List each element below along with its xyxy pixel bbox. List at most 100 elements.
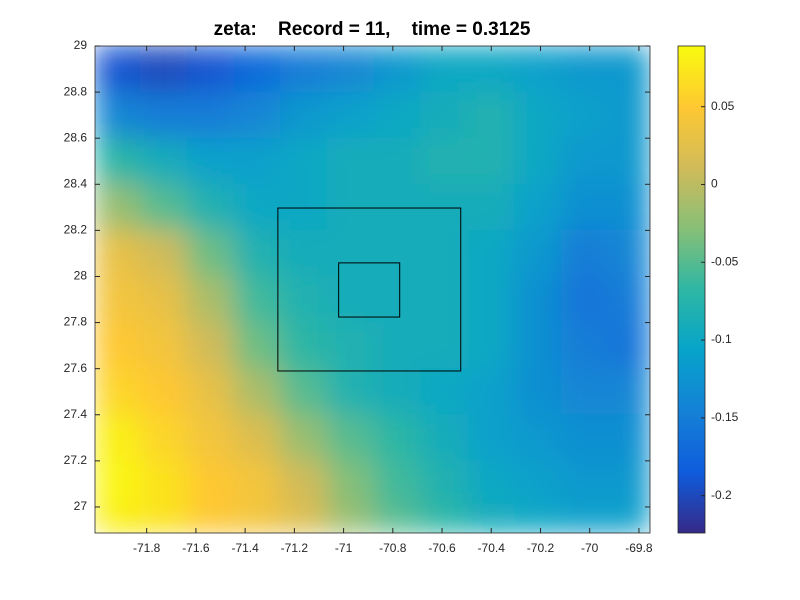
heat-cell [373,414,422,462]
heat-cell [327,91,375,139]
heat-cell [140,368,188,416]
heat-cell [514,322,562,370]
heat-cell [95,460,142,504]
y-tick-label: 29 [74,38,88,52]
heat-cell [95,183,142,231]
colorbar-tick-label: -0.15 [711,410,739,424]
heat-cell [560,229,609,277]
heat-cell [233,183,282,231]
heat-cell [560,91,609,139]
heat-cell [607,322,650,370]
x-tick-label: -69.8 [625,541,653,555]
heat-cell [514,183,562,231]
colorbar-tick-label: 0 [711,177,718,191]
heat-cell [560,322,609,370]
x-tick-label: -70 [581,541,599,555]
heat-cell [514,137,562,185]
heat-cell [140,229,188,277]
heat-cell [327,502,375,533]
heat-cell [327,46,375,93]
heat-cell [467,137,516,185]
heat-cell [186,322,235,370]
heat-cell [95,502,142,533]
heat-cell [233,46,282,93]
heat-cell [233,368,282,416]
heat-cell [607,46,650,93]
heat-cell [560,414,609,462]
y-tick-label: 28.6 [64,130,88,144]
heat-cell [514,46,562,93]
heat-cell [233,275,282,324]
heat-cell [140,137,188,185]
heat-cell [420,137,469,185]
heat-cell [140,502,188,533]
heat-cell [467,91,516,139]
heat-cell [140,414,188,462]
heat-cell [607,137,650,185]
heat-cell [327,275,375,324]
heat-cell [186,275,235,324]
heat-cell [95,137,142,185]
heat-cell [95,414,142,462]
heat-cell [420,91,469,139]
heat-cell [186,229,235,277]
heat-cell [233,502,282,533]
heat-cell [327,183,375,231]
heat-cell [467,229,516,277]
heat-cell [280,414,329,462]
heat-cell [327,368,375,416]
heat-cell [327,229,375,277]
heat-cell [280,137,329,185]
heat-cell [560,368,609,416]
y-tick-label: 27.6 [64,361,88,375]
heat-cell [186,183,235,231]
heat-cell [514,368,562,416]
x-tick-label: -71.4 [231,541,259,555]
heat-cell [186,368,235,416]
heat-cell [233,322,282,370]
heat-cell [607,229,650,277]
heat-cell [280,322,329,370]
colorbar [677,45,706,534]
heat-cell [95,275,142,324]
heat-cell [373,46,422,93]
heat-cell [607,502,650,533]
heat-cell [467,368,516,416]
grid-box [277,207,462,372]
y-tick-label: 27.4 [64,407,88,421]
heat-cell [514,460,562,504]
heat-cell [373,368,422,416]
heat-cell [560,137,609,185]
heat-cell [467,46,516,93]
heat-cell [327,137,375,185]
grid-box [338,262,401,318]
heat-cell [373,460,422,504]
colorbar-tick-label: 0.05 [711,99,735,113]
heat-cell [280,460,329,504]
heat-cell [186,460,235,504]
heat-cell [514,91,562,139]
heat-cell [95,368,142,416]
x-tick-label: -71.6 [182,541,210,555]
heat-cell [233,137,282,185]
heat-cell [280,275,329,324]
heat-cell [233,460,282,504]
heat-cell [373,183,422,231]
heat-cell [420,460,469,504]
heat-cell [514,502,562,533]
heat-cell [607,91,650,139]
heat-cell [95,91,142,139]
heat-cell [607,368,650,416]
heat-cell [373,229,422,277]
y-tick-label: 28.8 [64,84,88,98]
heat-cell [140,46,188,93]
heat-cell [95,46,142,93]
heat-cell [467,275,516,324]
heat-cell [186,46,235,93]
heat-cell [467,414,516,462]
heat-cell [280,46,329,93]
heat-cell [560,183,609,231]
colorbar-tick-label: -0.1 [711,332,732,346]
